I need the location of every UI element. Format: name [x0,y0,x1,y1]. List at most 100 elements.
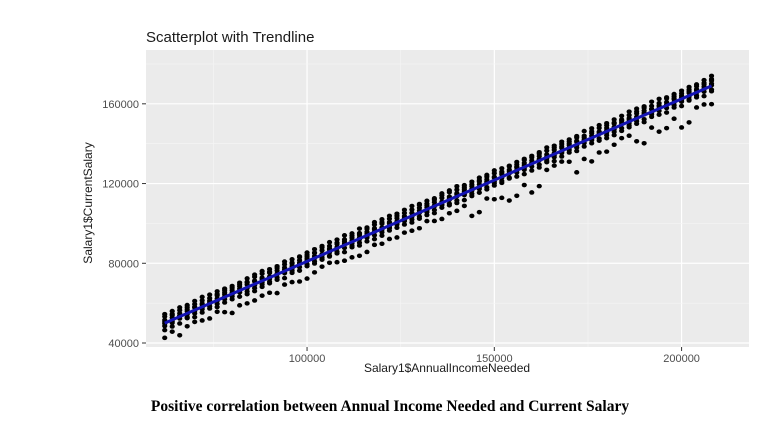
data-point [491,196,497,202]
data-point [649,125,655,130]
data-point [559,159,565,164]
data-point [289,257,295,262]
data-point [207,292,213,298]
data-point [626,124,632,130]
data-point [296,279,303,284]
data-point [656,112,662,117]
data-point [634,138,640,144]
data-point [589,159,595,164]
data-point [664,110,670,115]
x-axis-label: Salary1$AnnualIncomeNeeded [364,361,530,375]
data-point [424,218,430,224]
data-point [521,171,527,177]
data-point [469,193,475,199]
data-point [356,253,363,259]
data-point [416,225,423,231]
data-point [266,290,273,296]
data-point [499,180,505,186]
data-point [281,275,288,281]
data-point [536,183,542,189]
data-point [506,176,512,181]
data-point [619,128,625,134]
data-point [319,264,325,269]
data-point [192,319,198,325]
data-point [506,164,512,169]
data-point [386,216,393,222]
data-point [409,203,415,209]
y-tick-label: 80000 [108,258,139,270]
data-point [551,163,557,168]
data-point [589,140,595,146]
data-point [259,293,265,298]
x-tick-label: 150000 [476,353,513,365]
figure-caption: Positive correlation between Annual Inco… [150,398,630,415]
data-point [199,310,205,315]
data-point [319,248,325,253]
data-point [364,239,370,244]
data-point [461,203,467,209]
chart-title: Scatterplot with Trendline [146,29,314,46]
data-point [656,129,662,134]
y-tick-label: 120000 [102,179,139,191]
data-point [574,135,580,140]
data-point [207,316,213,321]
data-point [334,259,340,265]
data-point [281,262,288,267]
data-point [266,270,273,276]
data-point [386,228,393,233]
data-point [499,195,505,201]
data-point [304,263,310,269]
data-point [244,301,250,306]
data-point [319,257,325,262]
data-point [581,144,587,149]
data-point [162,327,168,333]
data-point [536,165,542,170]
data-point [611,132,617,138]
data-point [499,166,505,171]
data-point [686,98,692,103]
data-point [446,202,452,208]
data-point [311,270,318,275]
data-point [326,254,333,259]
data-point [326,239,333,245]
data-point [334,241,340,247]
data-point [401,230,408,235]
data-point [634,111,640,116]
y-axis: 40000 80000 120000 160000 [102,99,146,350]
data-point [177,321,183,326]
data-point [184,315,190,321]
data-point [431,210,437,216]
data-point [439,216,445,222]
data-point [649,99,655,105]
data-point [693,105,700,110]
data-point [199,318,205,323]
data-point [604,149,610,154]
data-point [671,105,677,110]
data-point [708,88,715,94]
data-point [656,96,662,102]
data-point [349,244,355,250]
data-point [484,196,490,201]
data-point [274,268,280,273]
data-point [551,158,557,164]
data-point [634,121,640,127]
data-point [566,159,572,165]
data-point [162,314,168,319]
data-point [574,148,580,154]
data-point [222,309,228,315]
data-point [611,121,617,126]
data-point [334,251,340,256]
y-axis-label: Salary1$CurrentSalary [81,142,95,263]
data-point [476,209,482,215]
data-point [252,298,258,303]
data-point [401,222,408,227]
data-point [356,243,363,248]
data-point [207,306,213,311]
data-point [162,323,168,329]
data-point [379,229,385,235]
data-point [349,255,355,260]
data-point [626,133,632,138]
data-point [544,148,550,153]
data-point [581,156,587,162]
